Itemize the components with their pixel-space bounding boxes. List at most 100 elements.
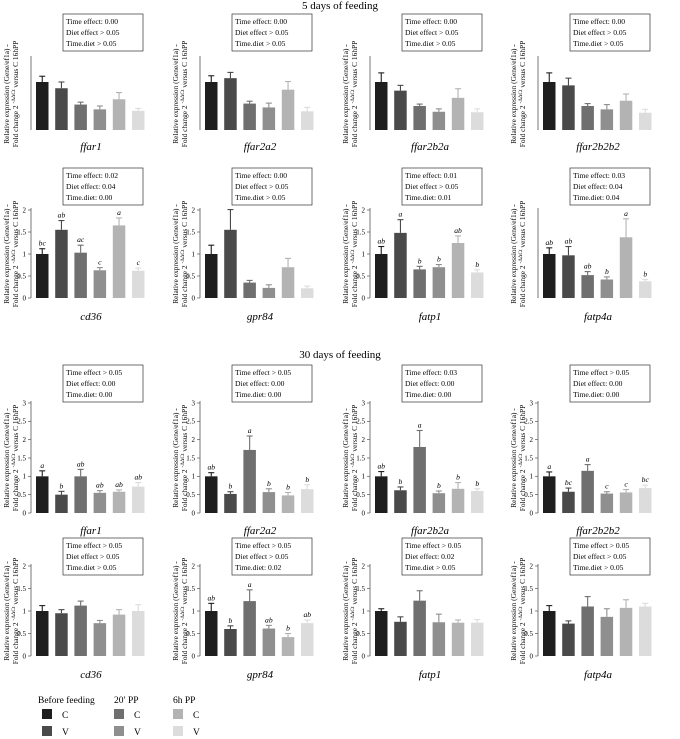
bar-C: [543, 611, 556, 656]
panel-5d-ffar2a2: Relative expression (Gene/ef1a) -Fold ch…: [171, 13, 314, 153]
y-tick-label: 1.5: [356, 585, 365, 593]
stats-line: Time effect > 0.05: [235, 541, 291, 550]
bar-C: [451, 622, 465, 656]
bar-C: [74, 252, 87, 298]
bar-V: [432, 267, 446, 298]
y-tick-label: 2: [23, 436, 27, 444]
y-tick-label: 1.5: [186, 454, 195, 462]
panel-5d-cd36: Relative expression (Gene/ef1a) -Fold ch…: [2, 167, 145, 323]
y-tick-label: 2.5: [524, 418, 533, 426]
y-tick-label: 1: [192, 607, 196, 615]
bar-V: [562, 623, 575, 656]
bar-C: [74, 104, 87, 130]
y-tick-label: 2: [530, 436, 534, 444]
stats-line: Diet effect: 0.04: [573, 182, 623, 191]
bar-C: [36, 611, 49, 656]
significance-letter: b: [286, 482, 290, 491]
stats-line: Time.diet: 0.00: [66, 193, 113, 202]
y-axis-label: Relative expression (Gene/ef1a) -Fold ch…: [509, 41, 527, 148]
bar-V: [562, 255, 575, 298]
y-tick-label: 2: [23, 206, 27, 214]
significance-letter: ab: [207, 593, 215, 602]
bar-V: [600, 109, 614, 130]
stats-line: Time.diet > 0.05: [66, 563, 117, 572]
y-tick-label: 0: [192, 509, 196, 517]
bar-V: [471, 622, 484, 656]
significance-letter: b: [305, 475, 309, 484]
significance-letter: a: [248, 580, 252, 589]
significance-letter: ab: [584, 262, 592, 271]
legend-group-title: 6h PP: [173, 696, 195, 706]
y-axis-label: Relative expression (Gene/ef1a) -Fold ch…: [2, 558, 20, 665]
panel-30d-fatp4a: Relative expression (Gene/ef1a) -Fold ch…: [509, 537, 652, 681]
stats-box: [569, 13, 651, 52]
bar-C: [281, 637, 295, 656]
significance-letter: b: [475, 479, 479, 488]
gene-name: ffar2b2a: [411, 525, 449, 537]
y-axis-label: Relative expression (Gene/ef1a) -Fold ch…: [341, 201, 359, 308]
stats-line: Time effect > 0.05: [573, 368, 629, 377]
stats-line: Time.diet: 0.00: [66, 390, 113, 399]
stats-box: [231, 537, 313, 576]
significance-letter: bc: [39, 239, 47, 248]
y-tick-label: 3: [362, 399, 366, 407]
y-tick-label: 1: [23, 607, 27, 615]
panel-30d-gpr84: Relative expression (Gene/ef1a) -Fold ch…: [171, 537, 314, 681]
gene-name: ffar2b2b2: [576, 141, 620, 153]
y-tick-label: 0: [23, 509, 27, 517]
bar-V: [262, 628, 276, 656]
significance-letter: ab: [454, 226, 462, 235]
stats-line: Time.diet > 0.05: [66, 39, 117, 48]
y-tick-label: 0: [530, 652, 534, 660]
bar-C: [74, 476, 87, 513]
bar-C: [112, 225, 126, 298]
gene-name: gpr84: [247, 669, 274, 681]
y-tick-label: 0: [362, 652, 366, 660]
stats-line: Time effect: 0.03: [573, 171, 625, 180]
y-tick-label: 0: [23, 294, 27, 302]
bar-V: [262, 492, 276, 513]
y-axis-label: Relative expression (Gene/ef1a) -Fold ch…: [341, 558, 359, 665]
y-axis-label: Relative expression (Gene/ef1a) -Fold ch…: [341, 405, 359, 512]
y-tick-label: 0: [362, 509, 366, 517]
y-tick-label: 1.5: [356, 454, 365, 462]
panel-5d-fatp1: Relative expression (Gene/ef1a) -Fold ch…: [341, 167, 484, 323]
y-axis-label: Relative expression (Gene/ef1a) -Fold ch…: [341, 41, 359, 148]
significance-letter: b: [229, 482, 233, 491]
significance-letter: ab: [115, 480, 123, 489]
y-tick-label: 2.5: [356, 418, 365, 426]
bar-C: [543, 254, 556, 298]
significance-letter: ab: [265, 615, 273, 624]
y-axis-label: Relative expression (Gene/ef1a) -Fold ch…: [509, 201, 527, 308]
significance-letter: ab: [545, 238, 553, 247]
gene-name: fatp4a: [584, 669, 613, 681]
gene-name: gpr84: [247, 311, 274, 323]
legend-swatch: [114, 709, 124, 719]
y-tick-label: 2: [362, 562, 366, 570]
significance-letter: c: [98, 258, 102, 267]
significance-letter: b: [437, 255, 441, 264]
y-tick-label: 0.5: [186, 272, 195, 280]
stats-line: Time effect: 0.01: [405, 171, 457, 180]
panel-5d-gpr84: Relative expression (Gene/ef1a) -Fold ch…: [171, 167, 314, 323]
y-tick-label: 0: [192, 294, 196, 302]
y-tick-label: 3: [530, 399, 534, 407]
bar-V: [432, 493, 446, 513]
stats-line: Time.diet > 0.05: [405, 563, 456, 572]
stats-line: Time.diet > 0.05: [573, 39, 624, 48]
significance-letter: c: [624, 480, 628, 489]
y-tick-label: 1.5: [524, 454, 533, 462]
significance-letter: b: [60, 481, 64, 490]
stats-line: Diet effect > 0.05: [405, 182, 459, 191]
significance-letter: b: [475, 260, 479, 269]
bar-C: [112, 491, 126, 513]
y-axis-label: Relative expression (Gene/ef1a) -Fold ch…: [2, 405, 20, 512]
bar-C: [581, 606, 594, 656]
bar-C: [451, 97, 465, 130]
bar-V: [93, 270, 107, 298]
significance-letter: ab: [58, 211, 66, 220]
gene-name: fatp1: [419, 311, 442, 323]
y-tick-label: 0.5: [356, 491, 365, 499]
bar-V: [301, 288, 314, 298]
